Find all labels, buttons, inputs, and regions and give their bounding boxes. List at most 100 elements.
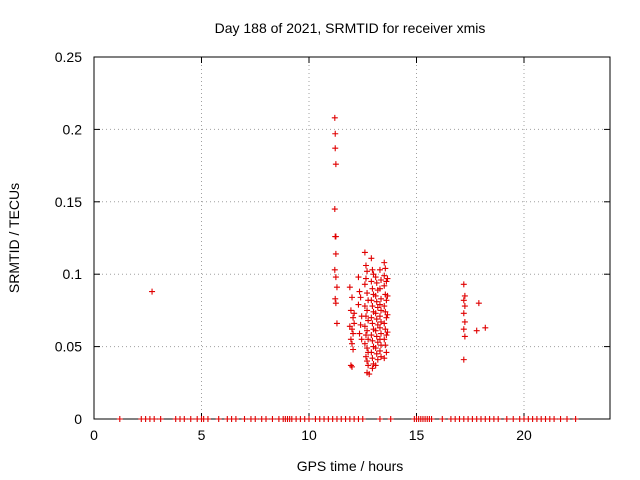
data-point xyxy=(346,284,353,291)
data-point xyxy=(157,416,164,422)
data-point xyxy=(365,336,372,343)
data-point xyxy=(381,282,388,289)
data-point xyxy=(383,297,390,304)
data-point xyxy=(361,323,368,330)
data-point xyxy=(368,349,375,356)
data-point xyxy=(215,416,222,422)
data-point xyxy=(376,285,383,292)
data-point xyxy=(361,281,368,288)
data-point xyxy=(373,298,380,305)
data-point xyxy=(331,114,338,121)
data-point xyxy=(373,316,380,323)
data-point xyxy=(369,365,376,372)
data-point xyxy=(369,320,376,327)
data-point xyxy=(382,265,389,272)
data-point xyxy=(252,416,259,422)
data-point xyxy=(369,285,376,292)
data-point xyxy=(382,342,389,349)
data-point xyxy=(364,358,371,365)
data-point xyxy=(332,274,339,281)
data-point xyxy=(381,355,388,362)
data-point xyxy=(349,340,355,347)
data-point xyxy=(460,310,467,317)
data-point xyxy=(187,416,194,422)
data-point xyxy=(384,311,391,318)
data-point xyxy=(376,416,383,422)
data-point xyxy=(376,313,383,320)
data-point xyxy=(461,318,468,325)
data-point xyxy=(368,297,375,304)
data-point xyxy=(378,276,385,283)
data-point xyxy=(362,353,369,360)
data-point xyxy=(306,416,312,422)
data-point xyxy=(384,329,391,336)
data-point xyxy=(355,301,362,308)
data-point xyxy=(232,416,239,422)
data-point xyxy=(362,332,369,339)
data-point xyxy=(564,416,570,422)
data-point xyxy=(376,301,383,308)
axis-ticks: 0 5 10 15 20 0 0.05 0.1 0.15 0.2 0.25 xyxy=(55,49,610,443)
y-tick-label: 0.2 xyxy=(63,121,83,137)
data-point xyxy=(356,288,363,295)
data-point xyxy=(384,292,391,299)
data-point xyxy=(349,294,355,301)
data-point xyxy=(350,314,357,321)
data-point xyxy=(373,350,380,357)
data-point xyxy=(349,326,355,333)
y-tick-label: 0.15 xyxy=(55,194,82,210)
data-point xyxy=(351,310,358,317)
data-point xyxy=(368,255,375,262)
y-tick-label: 0.1 xyxy=(63,266,83,282)
data-point xyxy=(373,279,380,286)
y-tick-label: 0.05 xyxy=(55,339,82,355)
data-point xyxy=(332,145,339,152)
data-point xyxy=(204,416,211,422)
data-point xyxy=(181,416,188,422)
data-point xyxy=(331,206,338,213)
data-point xyxy=(378,307,385,314)
data-point xyxy=(460,281,467,288)
data-point xyxy=(347,362,354,369)
data-point xyxy=(332,300,339,307)
data-point xyxy=(460,326,467,333)
data-point xyxy=(269,416,276,422)
data-point xyxy=(473,327,480,334)
data-point xyxy=(362,313,369,320)
data-point xyxy=(333,320,340,327)
data-point xyxy=(387,416,394,422)
data-point xyxy=(362,262,369,269)
data-points xyxy=(116,114,579,422)
x-tick-label: 5 xyxy=(198,427,206,443)
data-point xyxy=(361,249,368,256)
data-point xyxy=(366,371,373,378)
data-point xyxy=(368,314,375,321)
data-point xyxy=(373,333,380,340)
data-point xyxy=(361,340,368,347)
y-tick-label: 0.25 xyxy=(55,49,82,65)
data-point xyxy=(349,363,355,370)
data-point xyxy=(495,416,502,422)
data-point xyxy=(241,416,248,422)
data-point xyxy=(383,332,390,339)
data-point xyxy=(461,303,468,310)
data-point xyxy=(460,297,467,304)
data-point xyxy=(376,324,383,331)
data-point xyxy=(357,294,364,301)
data-point xyxy=(428,416,435,422)
data-point xyxy=(364,268,371,275)
data-point xyxy=(510,416,517,422)
data-point xyxy=(347,307,354,314)
data-point xyxy=(383,278,390,285)
grid-lines xyxy=(94,57,610,419)
data-point xyxy=(333,284,340,291)
data-point xyxy=(372,362,379,369)
data-point xyxy=(461,292,468,299)
data-point xyxy=(572,416,579,422)
data-point xyxy=(383,314,390,321)
data-point xyxy=(372,274,379,281)
data-point xyxy=(381,320,388,327)
x-tick-label: 15 xyxy=(409,427,425,443)
data-point xyxy=(364,327,371,334)
data-point xyxy=(358,336,365,343)
